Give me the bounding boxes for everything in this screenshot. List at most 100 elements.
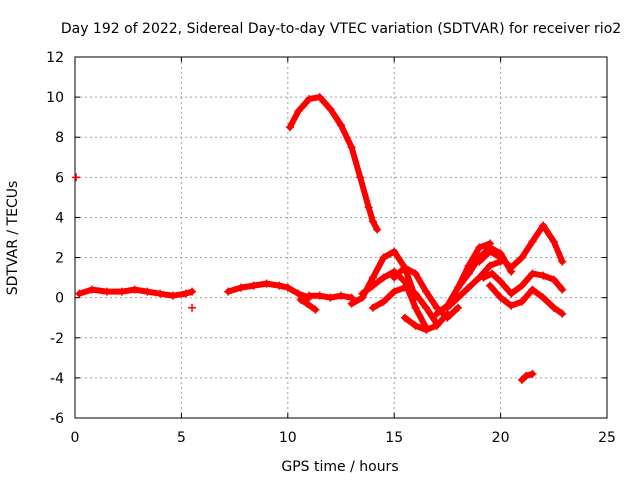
- data-point: [337, 291, 345, 300]
- data-point: [364, 203, 373, 212]
- data-point: [517, 281, 526, 290]
- y-tick-label: 12: [46, 50, 64, 66]
- data-point: [443, 303, 452, 312]
- data-point: [88, 285, 97, 294]
- data-point: [454, 283, 463, 292]
- data-point: [558, 285, 567, 294]
- data-point: [305, 291, 314, 300]
- series-trace: [286, 94, 381, 233]
- data-point: [181, 289, 190, 298]
- data-point: [188, 303, 197, 312]
- data-point: [539, 293, 548, 302]
- series-arc-21-21.5h: [517, 369, 537, 384]
- data-point: [72, 173, 81, 182]
- series-arc-00-5.5h: [75, 285, 197, 300]
- data-point: [368, 281, 377, 290]
- data-point: [188, 287, 197, 296]
- data-point: [539, 221, 548, 230]
- data-point: [507, 289, 516, 298]
- series-trace: [518, 370, 536, 383]
- x-tick-label: 25: [598, 430, 616, 446]
- data-point: [422, 325, 431, 334]
- data-point: [422, 287, 431, 296]
- data-point: [528, 285, 537, 294]
- x-tick-label: 5: [177, 430, 186, 446]
- data-point: [411, 321, 420, 330]
- y-tick-label: -2: [50, 331, 64, 347]
- data-point: [496, 293, 505, 302]
- data-point: [464, 283, 473, 292]
- data-point: [379, 297, 388, 306]
- data-point: [249, 281, 258, 290]
- y-tick-label: 8: [55, 130, 64, 146]
- data-point: [296, 295, 305, 304]
- data-point: [475, 243, 484, 252]
- data-point: [368, 303, 377, 312]
- x-tick-label: 15: [385, 430, 403, 446]
- data-point: [337, 121, 345, 130]
- data-point: [422, 303, 431, 312]
- data-point: [379, 273, 388, 282]
- series-arc-19-23h-b: [479, 269, 567, 298]
- data-point: [168, 291, 177, 300]
- data-point: [528, 369, 537, 378]
- data-point: [326, 293, 335, 302]
- data-point: [400, 313, 409, 322]
- series-arc-17.5-20h: [443, 257, 505, 312]
- data-point: [262, 279, 271, 288]
- data-point: [315, 291, 324, 300]
- data-point: [549, 237, 558, 246]
- data-point: [485, 247, 494, 256]
- data-point: [411, 289, 420, 298]
- data-point: [390, 287, 399, 296]
- data-point: [302, 299, 311, 308]
- data-point: [549, 275, 558, 284]
- series-trace: [76, 286, 195, 299]
- data-point: [358, 289, 367, 298]
- y-axis-label: SDTVAR / TECUs: [5, 181, 21, 296]
- series-arc-14-17h-c: [368, 283, 441, 328]
- data-point: [356, 173, 365, 182]
- data-point: [411, 303, 420, 312]
- data-point: [130, 285, 139, 294]
- data-point: [517, 253, 526, 262]
- data-point: [390, 273, 399, 282]
- data-point: [373, 225, 382, 234]
- data-layer: [72, 93, 567, 384]
- data-point: [549, 303, 558, 312]
- series-isolated: [72, 173, 197, 312]
- data-point: [224, 287, 233, 296]
- data-point: [522, 371, 531, 380]
- x-tick-label: 20: [492, 430, 510, 446]
- axes-layer: [74, 56, 608, 419]
- data-point: [479, 273, 488, 282]
- series-arc-10.5-11.5h: [296, 295, 320, 314]
- y-tick-label: 10: [46, 90, 64, 106]
- series-trace: [487, 282, 566, 317]
- data-point: [315, 93, 324, 102]
- data-point: [507, 263, 516, 272]
- data-point: [275, 281, 284, 290]
- data-point: [517, 297, 526, 306]
- series-arc-19.5-23h-c: [485, 281, 567, 318]
- series-arc-19-23h-a: [475, 221, 567, 272]
- y-tick-label: 2: [55, 251, 64, 267]
- series-arc-11-13h: [305, 291, 356, 302]
- data-point: [496, 253, 505, 262]
- data-point: [283, 283, 292, 292]
- data-point: [143, 287, 152, 296]
- data-point: [400, 283, 409, 292]
- data-point: [75, 289, 84, 298]
- data-point: [347, 299, 356, 308]
- data-point: [539, 271, 548, 280]
- data-point: [368, 273, 377, 282]
- y-tick-label: -6: [50, 411, 64, 427]
- data-point: [517, 375, 526, 384]
- data-point: [156, 289, 165, 298]
- data-point: [117, 287, 126, 296]
- data-point: [454, 293, 463, 302]
- y-tick-label: 4: [55, 210, 64, 226]
- chart-title: Day 192 of 2022, Sidereal Day-to-day VTE…: [61, 21, 621, 37]
